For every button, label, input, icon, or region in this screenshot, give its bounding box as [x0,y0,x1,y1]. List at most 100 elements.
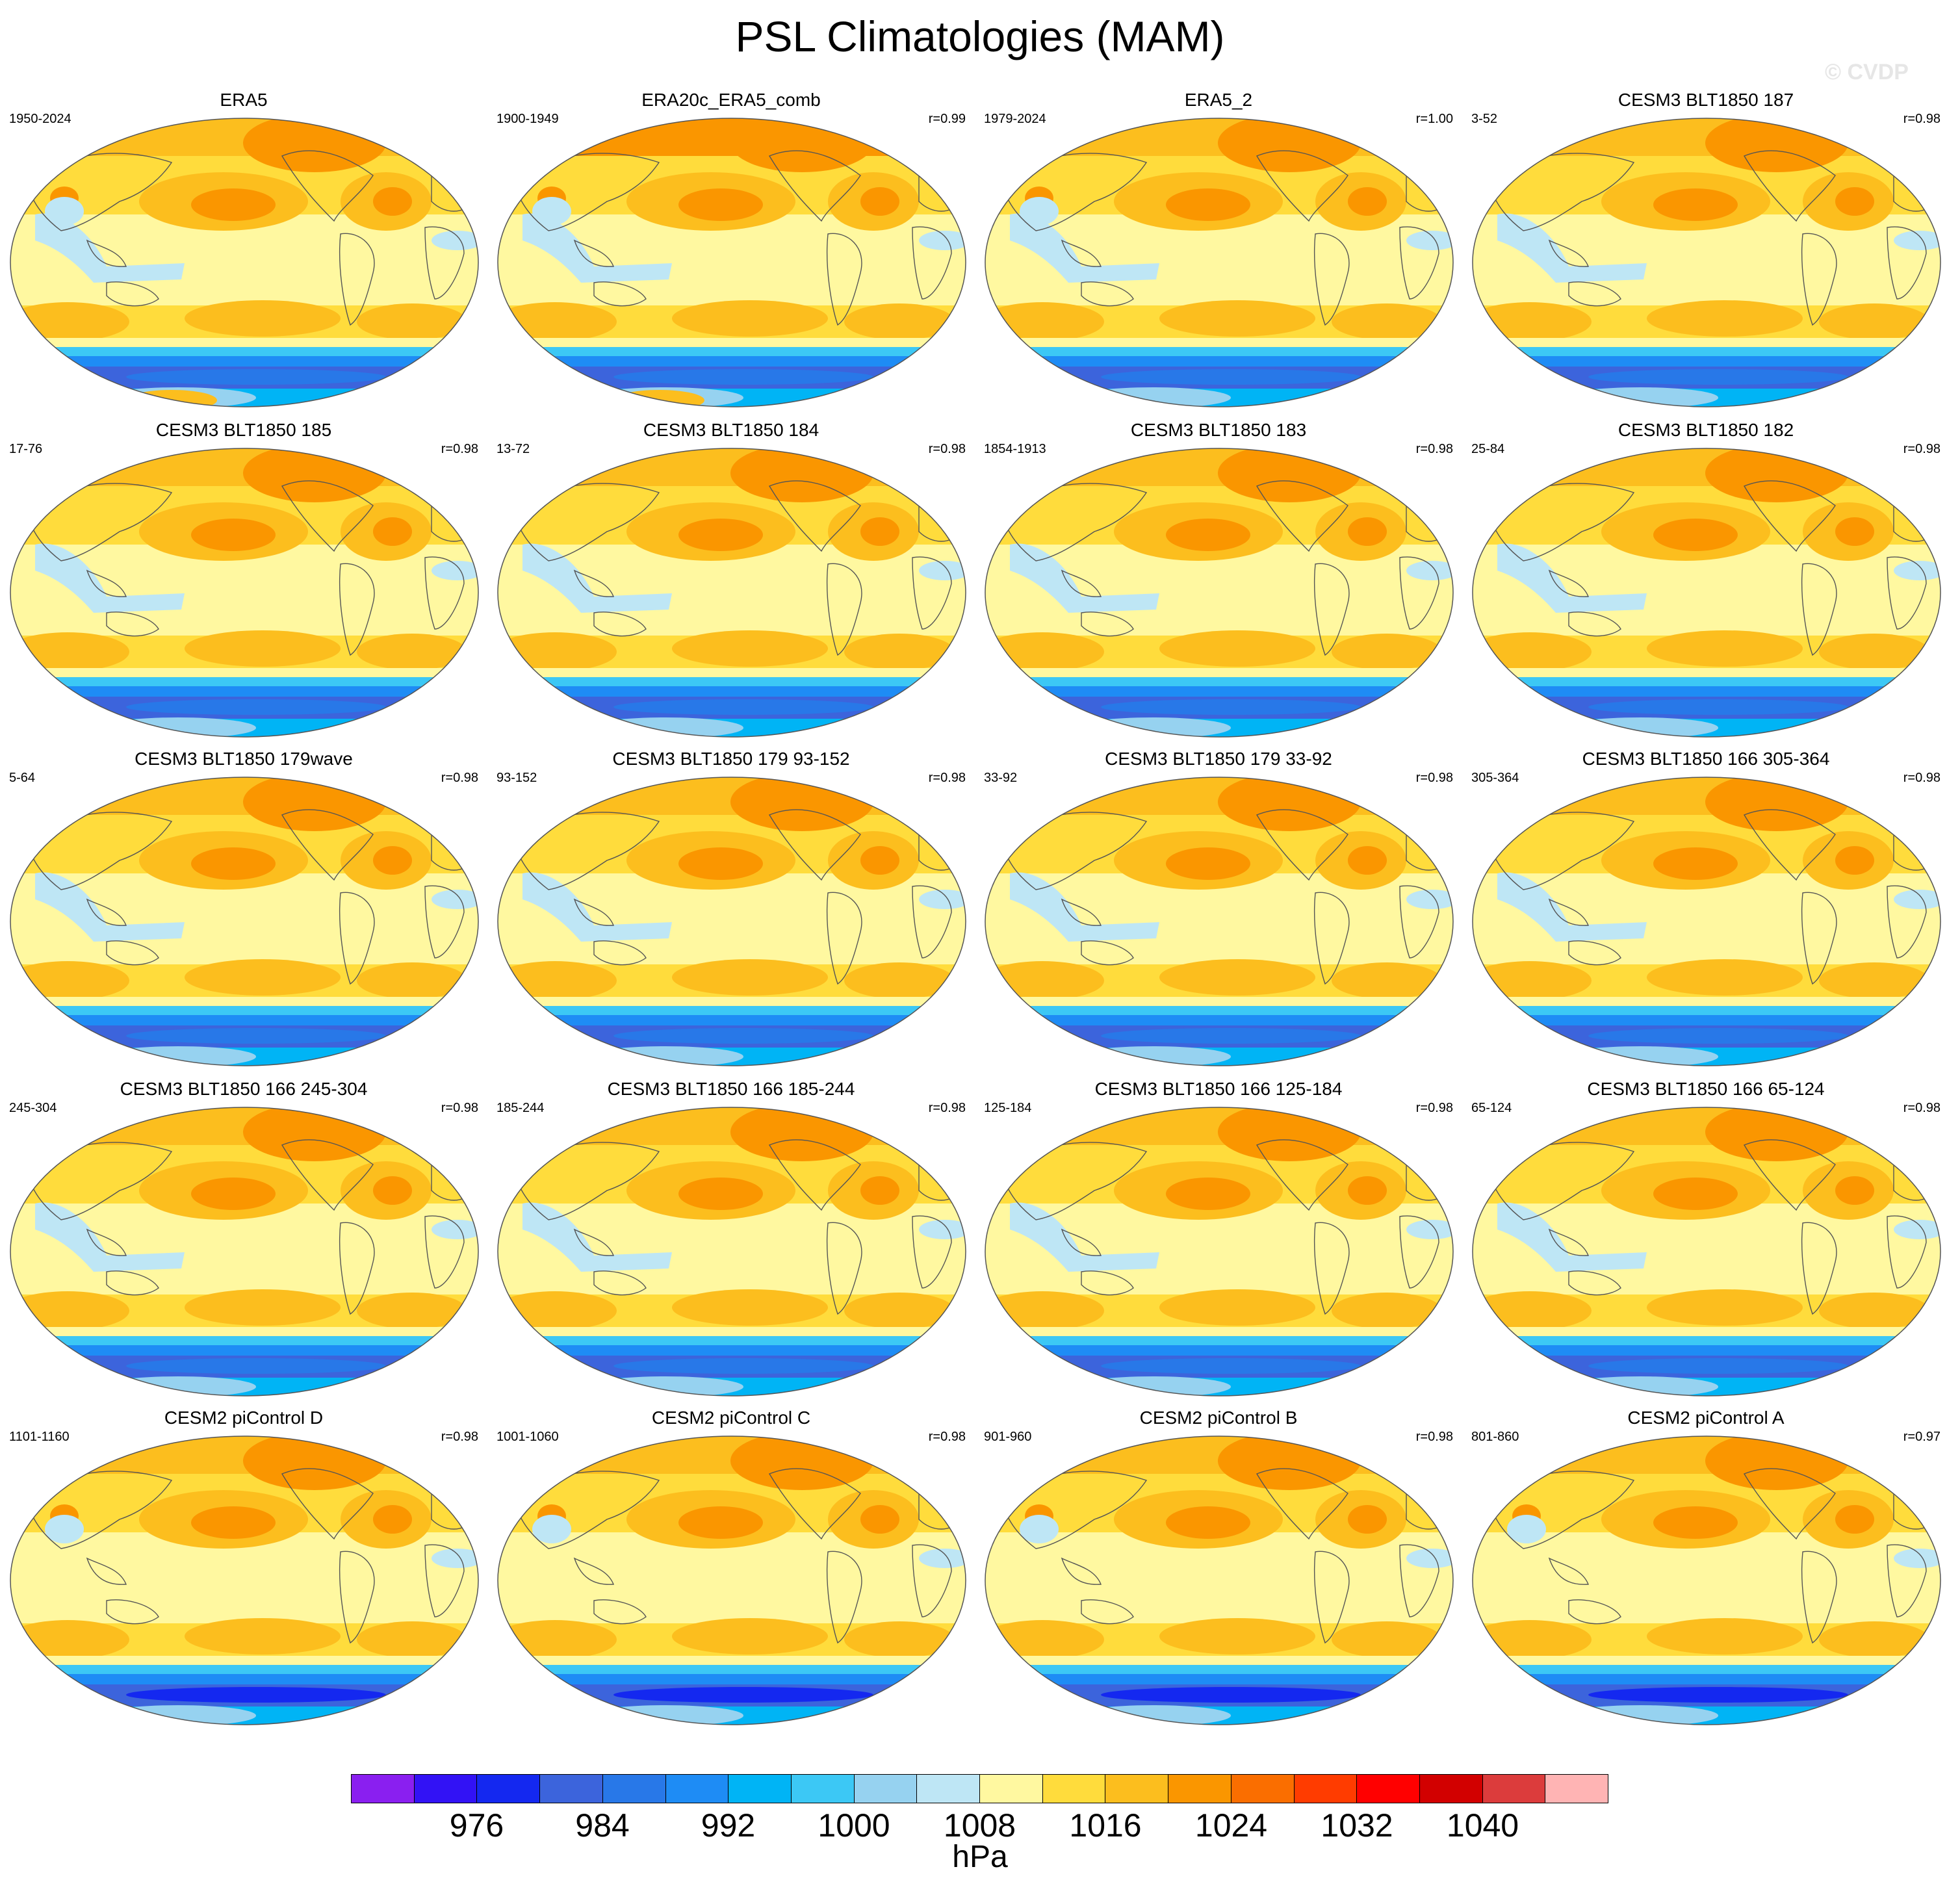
panel-title: CESM3 BLT1850 166 65-124 [1587,1079,1825,1099]
colorbar-box [540,1775,603,1803]
colorbar-unit-label: hPa [952,1840,1008,1874]
panel-years: 1900-1949 [496,112,559,126]
panel-pattern-correlation: r=0.98 [1415,442,1453,456]
colorbar-box [1357,1775,1420,1803]
map-panel: CESM2 piControl D 1101-1160 r=0.98 [0,1408,487,1726]
colorbar-box [1482,1775,1546,1803]
panel-pattern-correlation: r=0.99 [928,112,966,126]
panel-title: CESM2 piControl B [1139,1408,1298,1428]
colorbar-box [1419,1775,1483,1803]
panel-title: ERA5 [220,90,268,110]
panel-years: 1001-1060 [496,1430,559,1444]
psl-map [497,118,966,407]
psl-map [985,1107,1454,1397]
panel-pattern-correlation: r=0.98 [441,771,478,785]
map-panel: CESM3 BLT1850 184 13-72 r=0.98 [487,420,975,738]
colorbar-tick-label: 1008 [943,1807,1016,1844]
panel-years: 1101-1160 [9,1430,70,1444]
map-panel: ERA5 1950-2024 [0,90,487,408]
panel-title: ERA5_2 [1184,90,1253,110]
panel-years: 901-960 [984,1430,1032,1444]
colorbar-box [854,1775,918,1803]
panel-title: CESM3 BLT1850 183 [1130,420,1307,440]
panel-years: 17-76 [9,442,43,456]
colorbar-tick-label: 1024 [1194,1807,1268,1844]
colorbar-tick-label: 984 [575,1807,630,1844]
map-panel: CESM3 BLT1850 166 65-124 65-124 r=0.98 [1462,1079,1950,1397]
map-panel: CESM3 BLT1850 182 25-84 r=0.98 [1462,420,1950,738]
psl-map [10,1436,479,1725]
psl-map [1472,1436,1941,1725]
psl-map [985,448,1454,738]
panel-pattern-correlation: r=0.98 [1903,1101,1941,1115]
map-panel: ERA5_2 1979-2024 r=1.00 [975,90,1462,408]
panel-title: CESM3 BLT1850 187 [1618,90,1794,110]
psl-map [1472,448,1941,738]
map-panel: CESM3 BLT1850 185 17-76 r=0.98 [0,420,487,738]
colorbar-box [665,1775,729,1803]
panel-years: 13-72 [496,442,530,456]
panel-pattern-correlation: r=0.98 [928,1430,966,1444]
panel-years: 93-152 [496,771,537,785]
panel-pattern-correlation: r=0.98 [1415,1101,1453,1115]
map-panel: CESM3 BLT1850 166 125-184 125-184 r=0.98 [975,1079,1462,1397]
map-panel: CESM3 BLT1850 179 33-92 33-92 r=0.98 [975,749,1462,1067]
panel-pattern-correlation: r=0.98 [1415,771,1453,785]
panel-years: 305-364 [1471,771,1519,785]
map-panel-grid: ERA5 1950-2024 ERA20c_ERA5_comb 1900-1949 r=… [0,90,1950,1726]
panel-pattern-correlation: r=1.00 [1415,112,1453,126]
panel-pattern-correlation: r=0.98 [441,442,478,456]
psl-map [497,777,966,1066]
colorbar-tick-label: 1016 [1069,1807,1142,1844]
psl-map [985,1436,1454,1725]
colorbar-box [414,1775,478,1803]
panel-title: CESM3 BLT1850 184 [643,420,819,440]
psl-map [1472,118,1941,407]
colorbar-box [729,1775,792,1803]
panel-title: CESM3 BLT1850 179 93-152 [612,749,850,769]
psl-map [497,1436,966,1725]
panel-title: CESM3 BLT1850 166 185-244 [607,1079,855,1099]
panel-title: CESM3 BLT1850 179 33-92 [1105,749,1332,769]
map-panel: CESM2 piControl B 901-960 r=0.98 [975,1408,1462,1726]
panel-years: 33-92 [984,771,1018,785]
panel-years: 245-304 [9,1101,57,1115]
panel-title: ERA20c_ERA5_comb [641,90,821,110]
map-panel: CESM3 BLT1850 187 3-52 r=0.98 [1462,90,1950,408]
panel-title: CESM3 BLT1850 166 245-304 [120,1079,368,1099]
panel-pattern-correlation: r=0.98 [928,771,966,785]
panel-pattern-correlation: r=0.98 [1903,771,1941,785]
colorbar-box [1042,1775,1106,1803]
panel-years: 801-860 [1471,1430,1519,1444]
colorbar: 976 984 992 1000 1008 1016 1024 1032 1040 [351,1774,1608,1844]
colorbar-box [1231,1775,1295,1803]
psl-map [1472,1107,1941,1397]
panel-pattern-correlation: r=0.98 [441,1430,478,1444]
panel-pattern-correlation: r=0.98 [1903,442,1941,456]
colorbar-tick-label: 976 [449,1807,504,1844]
panel-title: CESM3 BLT1850 166 305-364 [1582,749,1830,769]
map-panel: CESM3 BLT1850 179wave 5-64 r=0.98 [0,749,487,1067]
colorbar-box [602,1775,666,1803]
psl-map [10,448,479,738]
map-panel: CESM2 piControl A 801-860 r=0.97 [1462,1408,1950,1726]
map-panel: CESM3 BLT1850 179 93-152 93-152 r=0.98 [487,749,975,1067]
colorbar-box [1168,1775,1231,1803]
panel-title: CESM3 BLT1850 179wave [135,749,353,769]
colorbar-box [980,1775,1043,1803]
colorbar-box [352,1775,415,1803]
psl-map [497,448,966,738]
colorbar-box [1105,1775,1169,1803]
colorbar-box [1545,1775,1608,1803]
panel-pattern-correlation: r=0.97 [1903,1430,1941,1444]
colorbar-box [1294,1775,1358,1803]
colorbar-tick-label: 1040 [1446,1807,1519,1844]
psl-map [985,777,1454,1066]
map-panel: CESM2 piControl C 1001-1060 r=0.98 [487,1408,975,1726]
panel-years: 125-184 [984,1101,1032,1115]
psl-map [1472,777,1941,1066]
panel-title: CESM3 BLT1850 185 [155,420,332,440]
colorbar-tick-label: 1000 [818,1807,890,1844]
panel-years: 25-84 [1471,442,1505,456]
psl-map [985,118,1454,407]
